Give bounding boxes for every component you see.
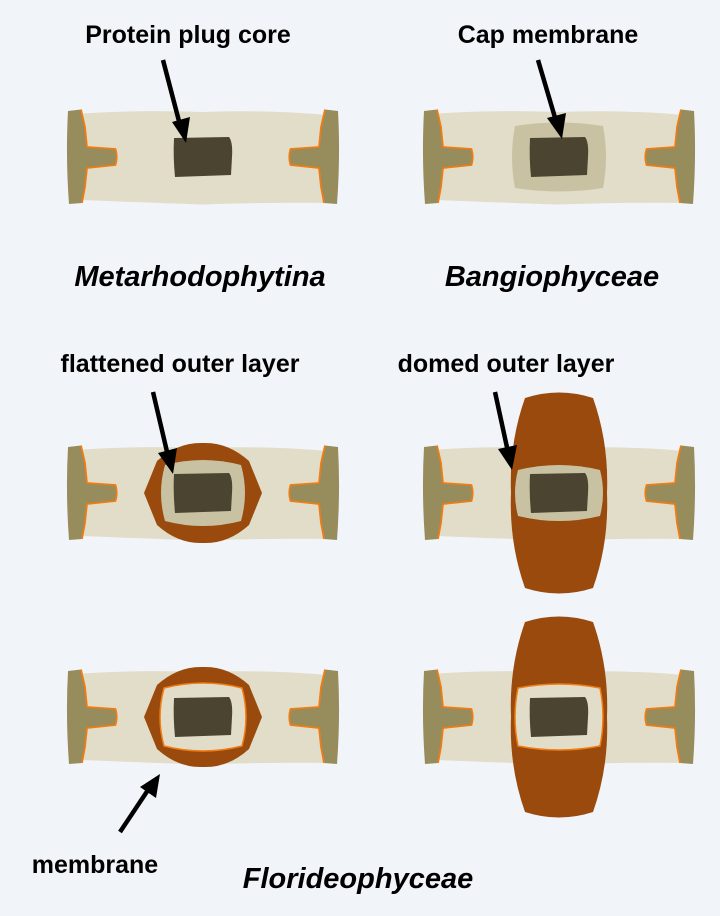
label-cap-membrane: Cap membrane	[458, 21, 639, 49]
arrow-flattened-outer-layer	[150, 391, 177, 474]
panel-flattened-membrane	[66, 666, 340, 768]
arrow-domed-outer-layer	[492, 391, 517, 470]
arrow-cap-membrane	[535, 59, 566, 139]
panel-flattened-outer	[66, 442, 340, 544]
panel-domed-outer	[422, 392, 696, 594]
label-protein-plug-core: Protein plug core	[85, 21, 291, 49]
label-flattened-outer-layer: flattened outer layer	[61, 350, 300, 378]
panel-domed-membrane	[422, 616, 696, 818]
panel-metarhodophytina	[66, 108, 340, 206]
arrow-membrane	[118, 774, 160, 834]
taxon-metarhodophytina: Metarhodophytina	[74, 261, 325, 293]
arrow-protein-plug-core	[160, 59, 190, 143]
label-membrane: membrane	[32, 851, 159, 879]
label-domed-outer-layer: domed outer layer	[398, 350, 615, 378]
taxon-florideophyceae: Florideophyceae	[243, 863, 473, 895]
panel-bangiophyceae	[422, 108, 696, 206]
taxon-bangiophyceae: Bangiophyceae	[445, 261, 659, 293]
